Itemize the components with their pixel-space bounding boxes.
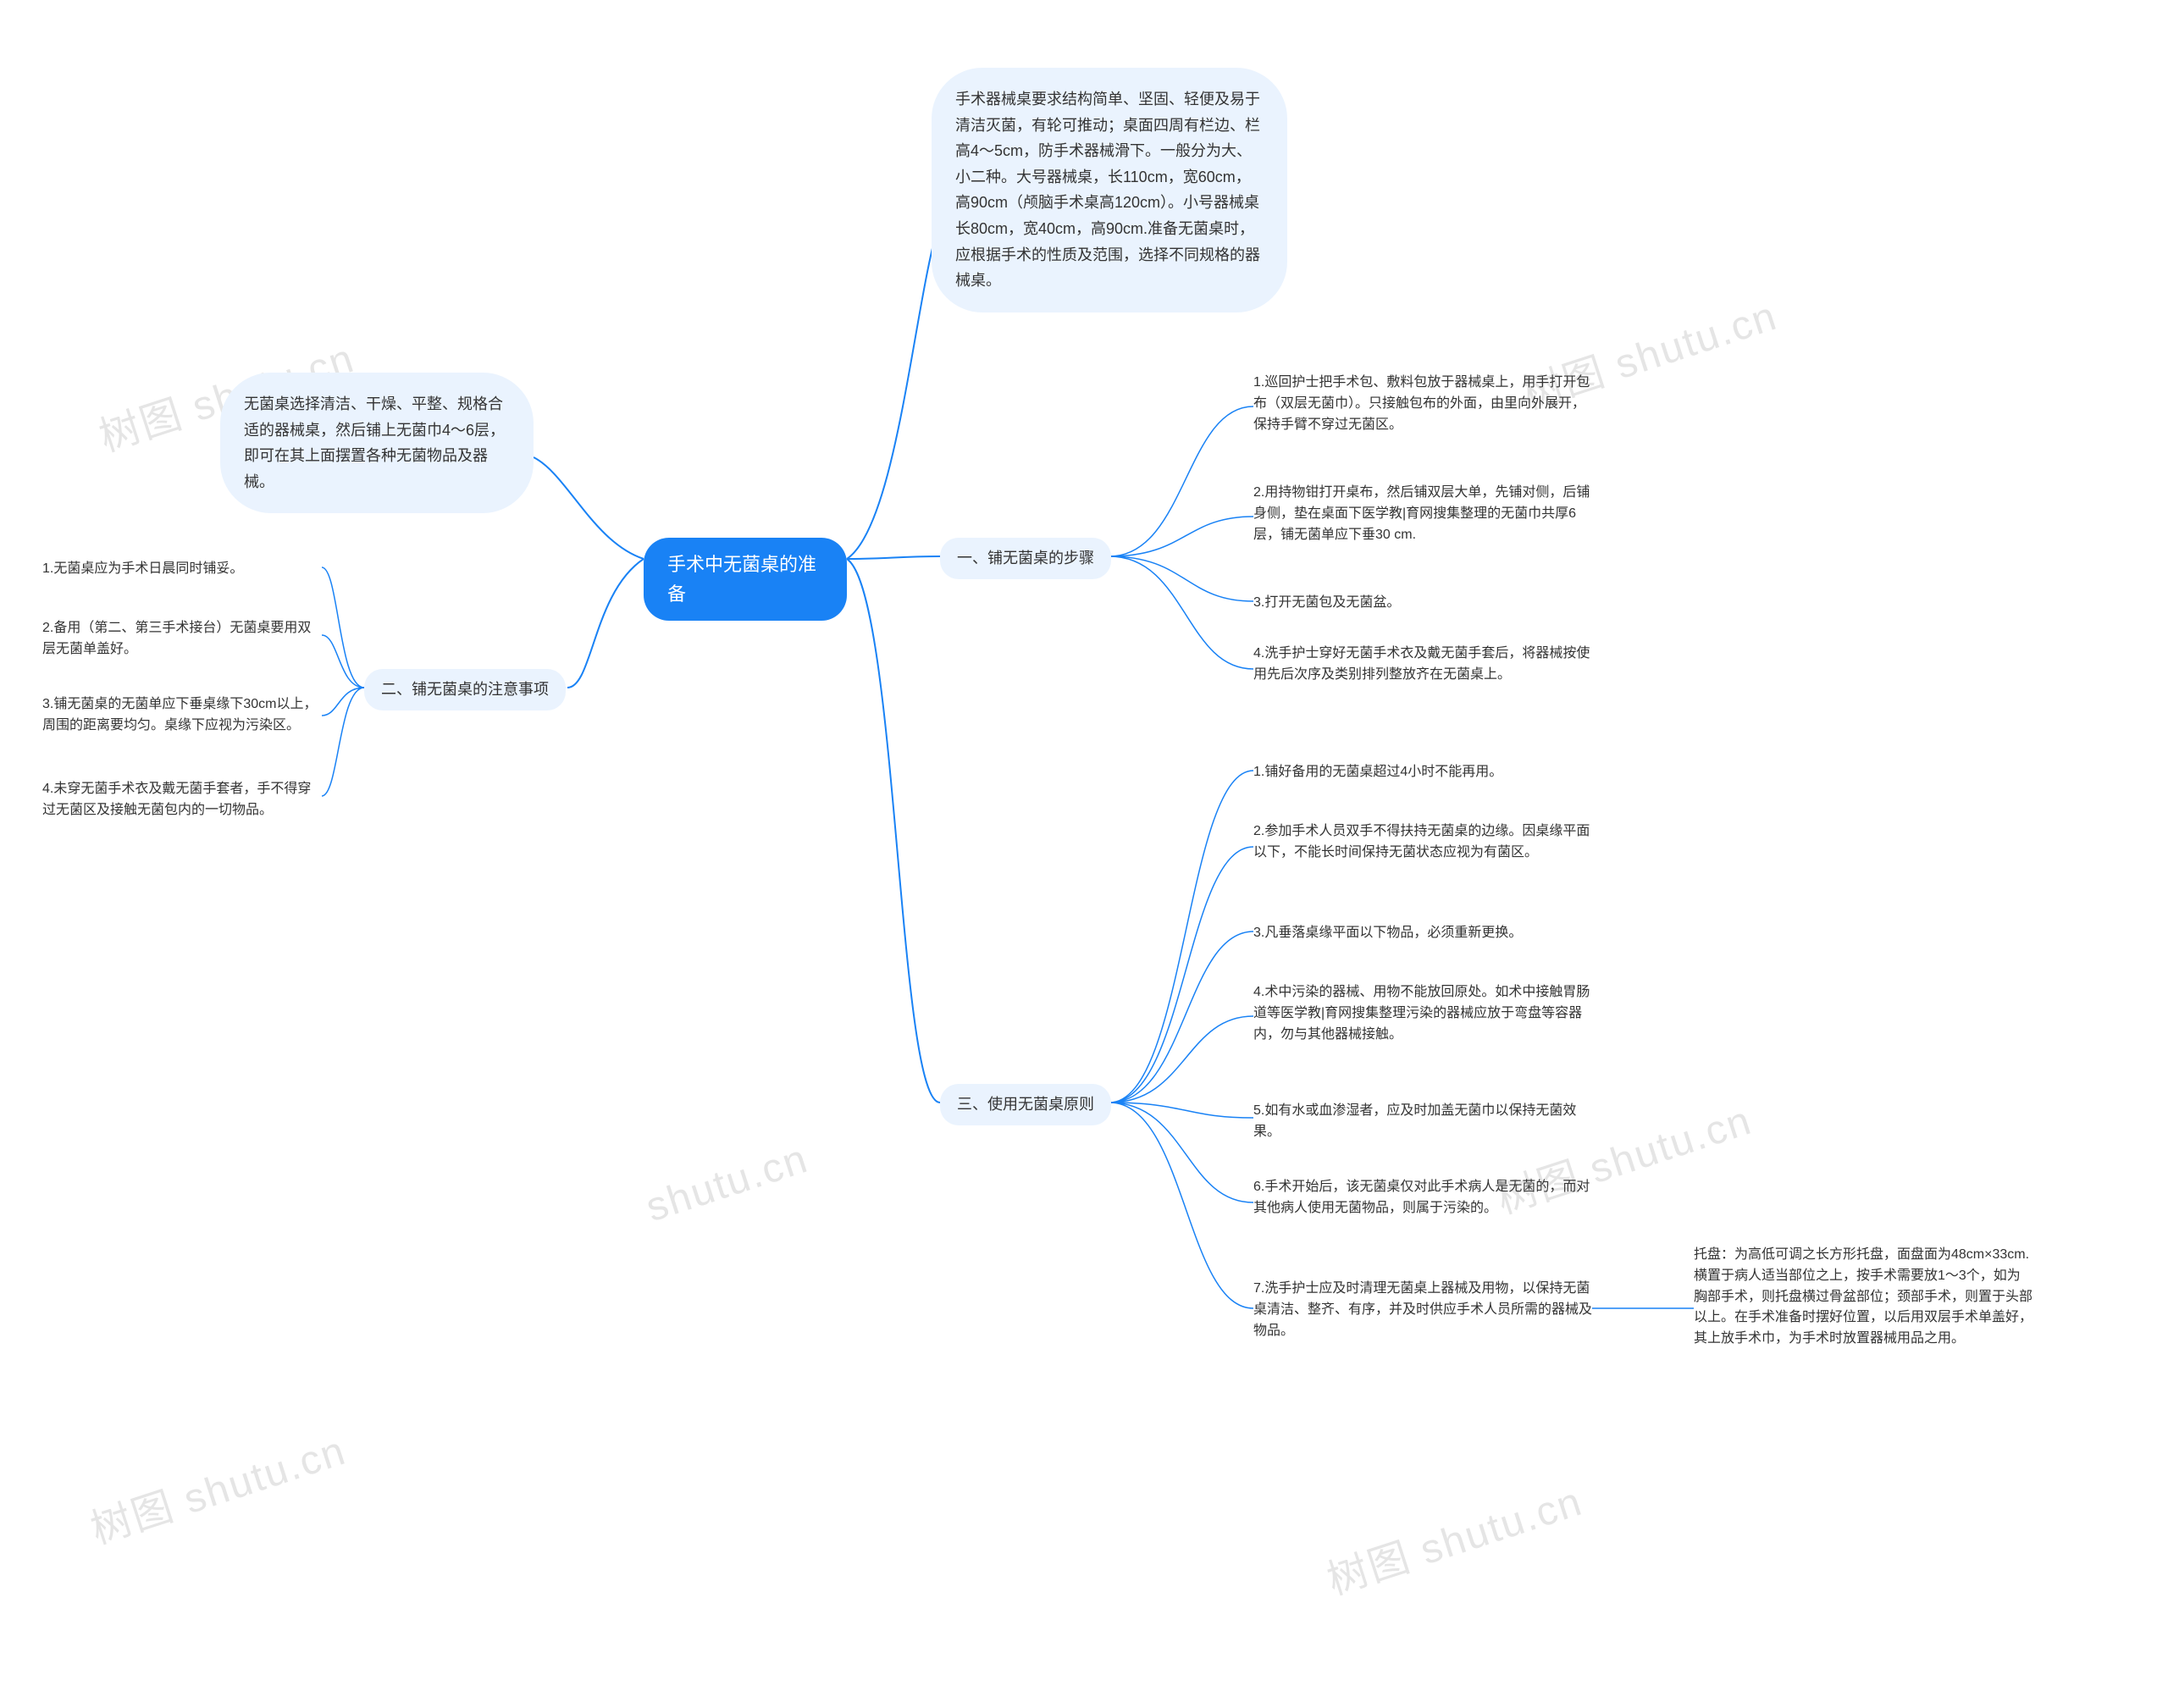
watermark-text: 树图 shutu.cn (1319, 1468, 1589, 1606)
steps-item-2: 2.用持物钳打开桌布，然后铺双层大单，先铺对侧，后铺身侧，垫在桌面下医学教|育网… (1253, 483, 1592, 545)
watermark-text: 树图 shutu.cn (82, 1417, 352, 1555)
tray-detail: 托盘：为高低可调之长方形托盘，面盘面为48cm×33cm.横置于病人适当部位之上… (1694, 1245, 2032, 1350)
principles-item-1: 1.铺好备用的无菌桌超过4小时不能再用。 (1253, 762, 1592, 783)
branch-cautions[interactable]: 二、铺无菌桌的注意事项 (364, 669, 566, 710)
principles-item-4: 4.术中污染的器械、用物不能放回原处。如术中接触胃肠道等医学教|育网搜集整理污染… (1253, 982, 1592, 1045)
steps-item-4: 4.洗手护士穿好无菌手术衣及戴无菌手套后，将器械按使用先后次序及类别排列整放齐在… (1253, 644, 1592, 686)
watermark-text: shutu.cn (640, 1136, 814, 1231)
root-node[interactable]: 手术中无菌桌的准备 (644, 538, 847, 621)
steps-item-3: 3.打开无菌包及无菌盆。 (1253, 593, 1592, 614)
principles-item-6: 6.手术开始后，该无菌桌仅对此手术病人是无菌的，而对其他病人使用无菌物品，则属于… (1253, 1177, 1592, 1219)
principles-item-2: 2.参加手术人员双手不得扶持无菌桌的边缘。因桌缘平面以下，不能长时间保持无菌状态… (1253, 821, 1592, 864)
intro-bubble-1: 手术器械桌要求结构简单、坚固、轻便及易于清洁灭菌，有轮可推动；桌面四周有栏边、栏… (932, 68, 1287, 312)
principles-item-3: 3.凡垂落桌缘平面以下物品，必须重新更换。 (1253, 923, 1592, 944)
steps-item-1: 1.巡回护士把手术包、敷料包放于器械桌上，用手打开包布（双层无菌巾）。只接触包布… (1253, 373, 1592, 435)
branch-principles[interactable]: 三、使用无菌桌原则 (940, 1084, 1111, 1125)
cautions-item-2: 2.备用（第二、第三手术接台）无菌桌要用双层无菌单盖好。 (42, 618, 322, 661)
intro-bubble-2: 无菌桌选择清洁、干燥、平整、规格合适的器械桌，然后铺上无菌巾4～6层，即可在其上… (220, 373, 534, 513)
principles-item-7: 7.洗手护士应及时清理无菌桌上器械及用物，以保持无菌桌清洁、整齐、有序，并及时供… (1253, 1279, 1592, 1341)
principles-item-5: 5.如有水或血渗湿者，应及时加盖无菌巾以保持无菌效果。 (1253, 1101, 1592, 1143)
branch-steps[interactable]: 一、铺无菌桌的步骤 (940, 538, 1111, 579)
cautions-item-1: 1.无菌桌应为手术日晨同时铺妥。 (42, 559, 322, 580)
cautions-item-4: 4.未穿无菌手术衣及戴无菌手套者，手不得穿过无菌区及接触无菌包内的一切物品。 (42, 779, 322, 821)
cautions-item-3: 3.铺无菌桌的无菌单应下垂桌缘下30cm以上，周围的距离要均匀。桌缘下应视为污染… (42, 694, 322, 737)
